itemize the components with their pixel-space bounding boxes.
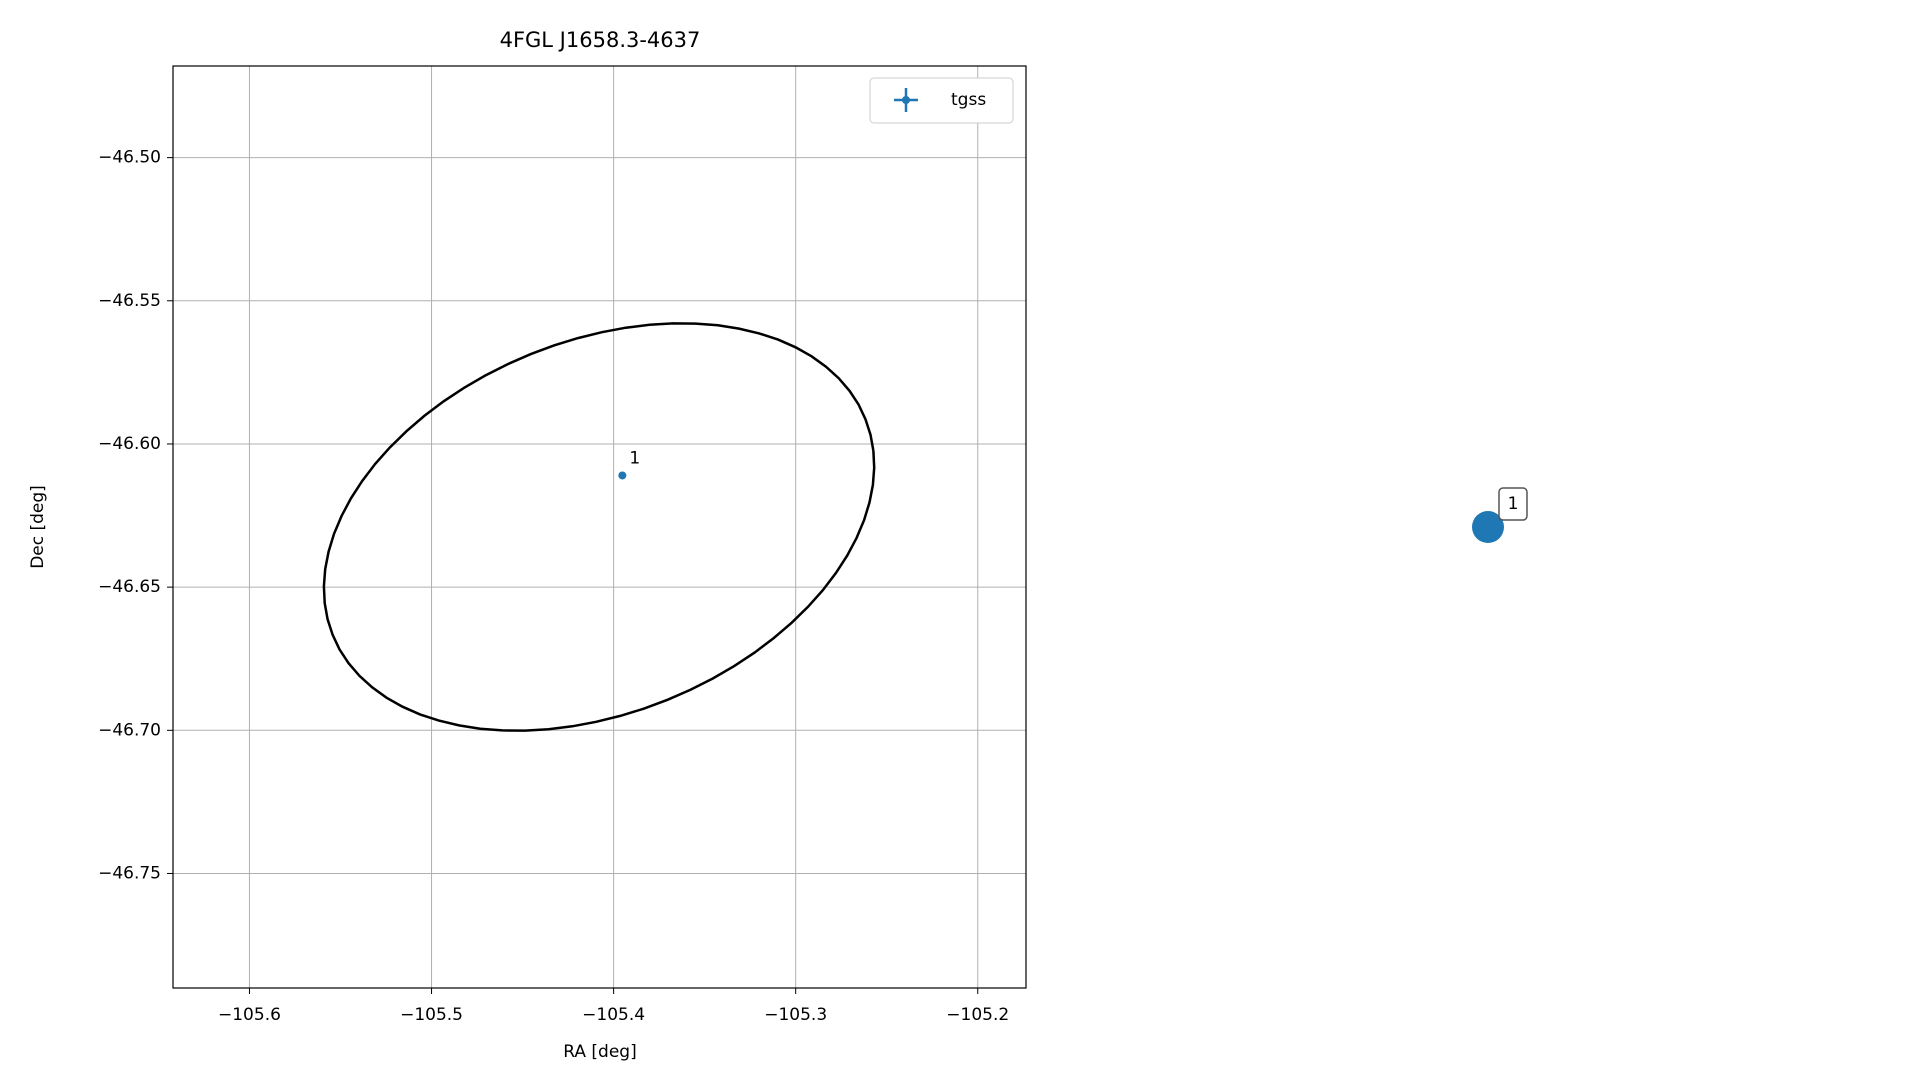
legend: tgss <box>869 77 1014 124</box>
legend-box <box>869 77 1014 124</box>
x-axis-label: RA [deg] <box>563 1042 636 1062</box>
x-tick-label: −105.4 <box>582 1005 645 1025</box>
source-label: 1 <box>1508 494 1519 514</box>
x-tick-label: −105.3 <box>764 1005 827 1025</box>
label-box <box>1498 487 1528 521</box>
error-ellipse <box>322 322 876 732</box>
x-tick-label: −105.5 <box>400 1005 463 1025</box>
source-marker <box>1472 511 1504 543</box>
y-tick-label: −46.60 <box>98 434 161 454</box>
x-tick-label: −105.6 <box>218 1005 281 1025</box>
legend-marker <box>902 96 910 104</box>
y-tick-label: −46.50 <box>98 148 161 168</box>
y-tick-label: −46.70 <box>98 720 161 740</box>
y-axis-label: Dec [deg] <box>28 485 48 569</box>
plot-frame <box>172 65 1027 989</box>
point <box>618 471 627 480</box>
chart-title: 4FGL J1658.3-4637 <box>500 28 701 52</box>
y-tick-label: −46.65 <box>98 577 161 597</box>
y-tick-label: −46.75 <box>98 863 161 883</box>
y-tick-label: −46.55 <box>98 291 161 311</box>
point-label: 1 <box>629 448 640 468</box>
legend-label: tgss <box>951 90 986 110</box>
x-tick-label: −105.2 <box>946 1005 1009 1025</box>
